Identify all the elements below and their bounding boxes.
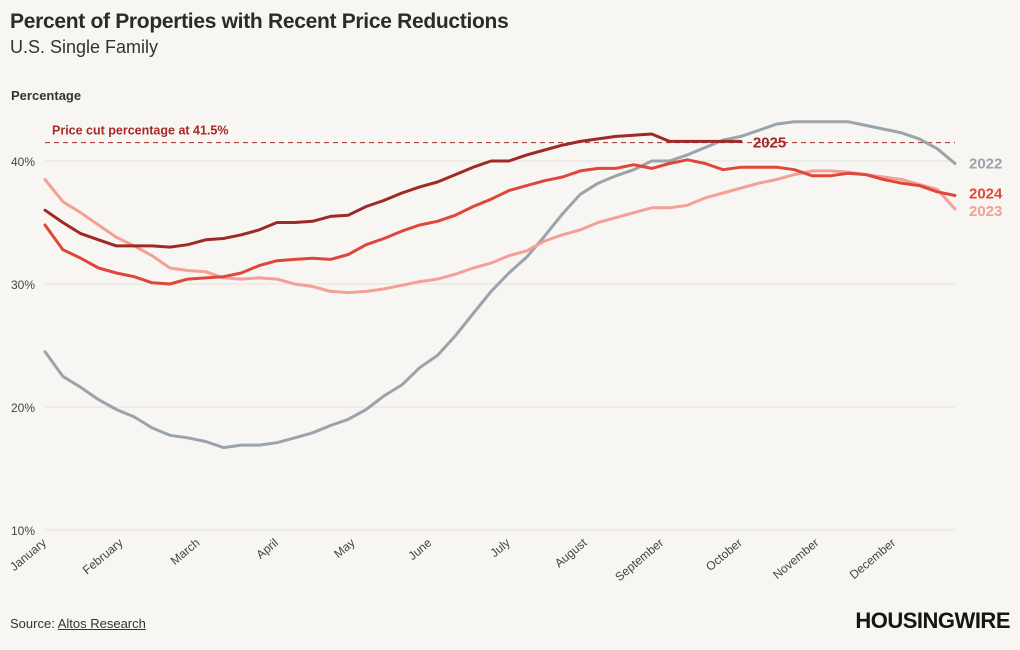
y-tick-label: 10% [11, 524, 35, 538]
housingwire-logo: HOUSINGWIRE [855, 608, 1010, 633]
series-line-2022 [43, 120, 957, 450]
source-note: Source: Altos Research [10, 616, 146, 631]
y-axis-label: Percentage [11, 88, 82, 103]
y-tick-label: 20% [11, 401, 35, 415]
series-end-label-2022: 2022 [969, 156, 1002, 173]
y-tick-label: 40% [11, 155, 35, 169]
x-tick-label: February [80, 536, 126, 578]
chart-title: Percent of Properties with Recent Price … [10, 10, 509, 33]
series-line-2023 [43, 169, 957, 295]
chart-subtitle: U.S. Single Family [10, 37, 159, 57]
x-tick-label: March [168, 536, 203, 568]
x-tick-label: April [253, 536, 280, 562]
x-tick-label: December [847, 536, 898, 582]
x-tick-label: October [703, 536, 745, 574]
x-tick-label: November [770, 536, 821, 582]
series-end-label-2024: 2024 [969, 185, 1003, 202]
source-link[interactable]: Altos Research [57, 616, 146, 631]
x-tick-label: July [488, 536, 513, 560]
reference-line-label: Price cut percentage at 41.5% [52, 124, 228, 138]
line-chart: 10% 20% 30% 40% January February March April May… [7, 120, 1003, 584]
series-end-label-2023: 2023 [969, 203, 1002, 220]
x-tick-label: January [7, 536, 49, 574]
x-tick-label: September [612, 536, 666, 584]
x-tick-label: May [331, 536, 357, 561]
series-end-label-2025: 2025 [753, 134, 786, 151]
series-line-2024 [43, 158, 957, 286]
y-tick-label: 30% [11, 278, 35, 292]
x-tick-label: June [405, 535, 434, 563]
source-prefix: Source: [10, 616, 58, 631]
series-line-2025 [43, 132, 743, 249]
x-tick-label: August [552, 535, 590, 570]
